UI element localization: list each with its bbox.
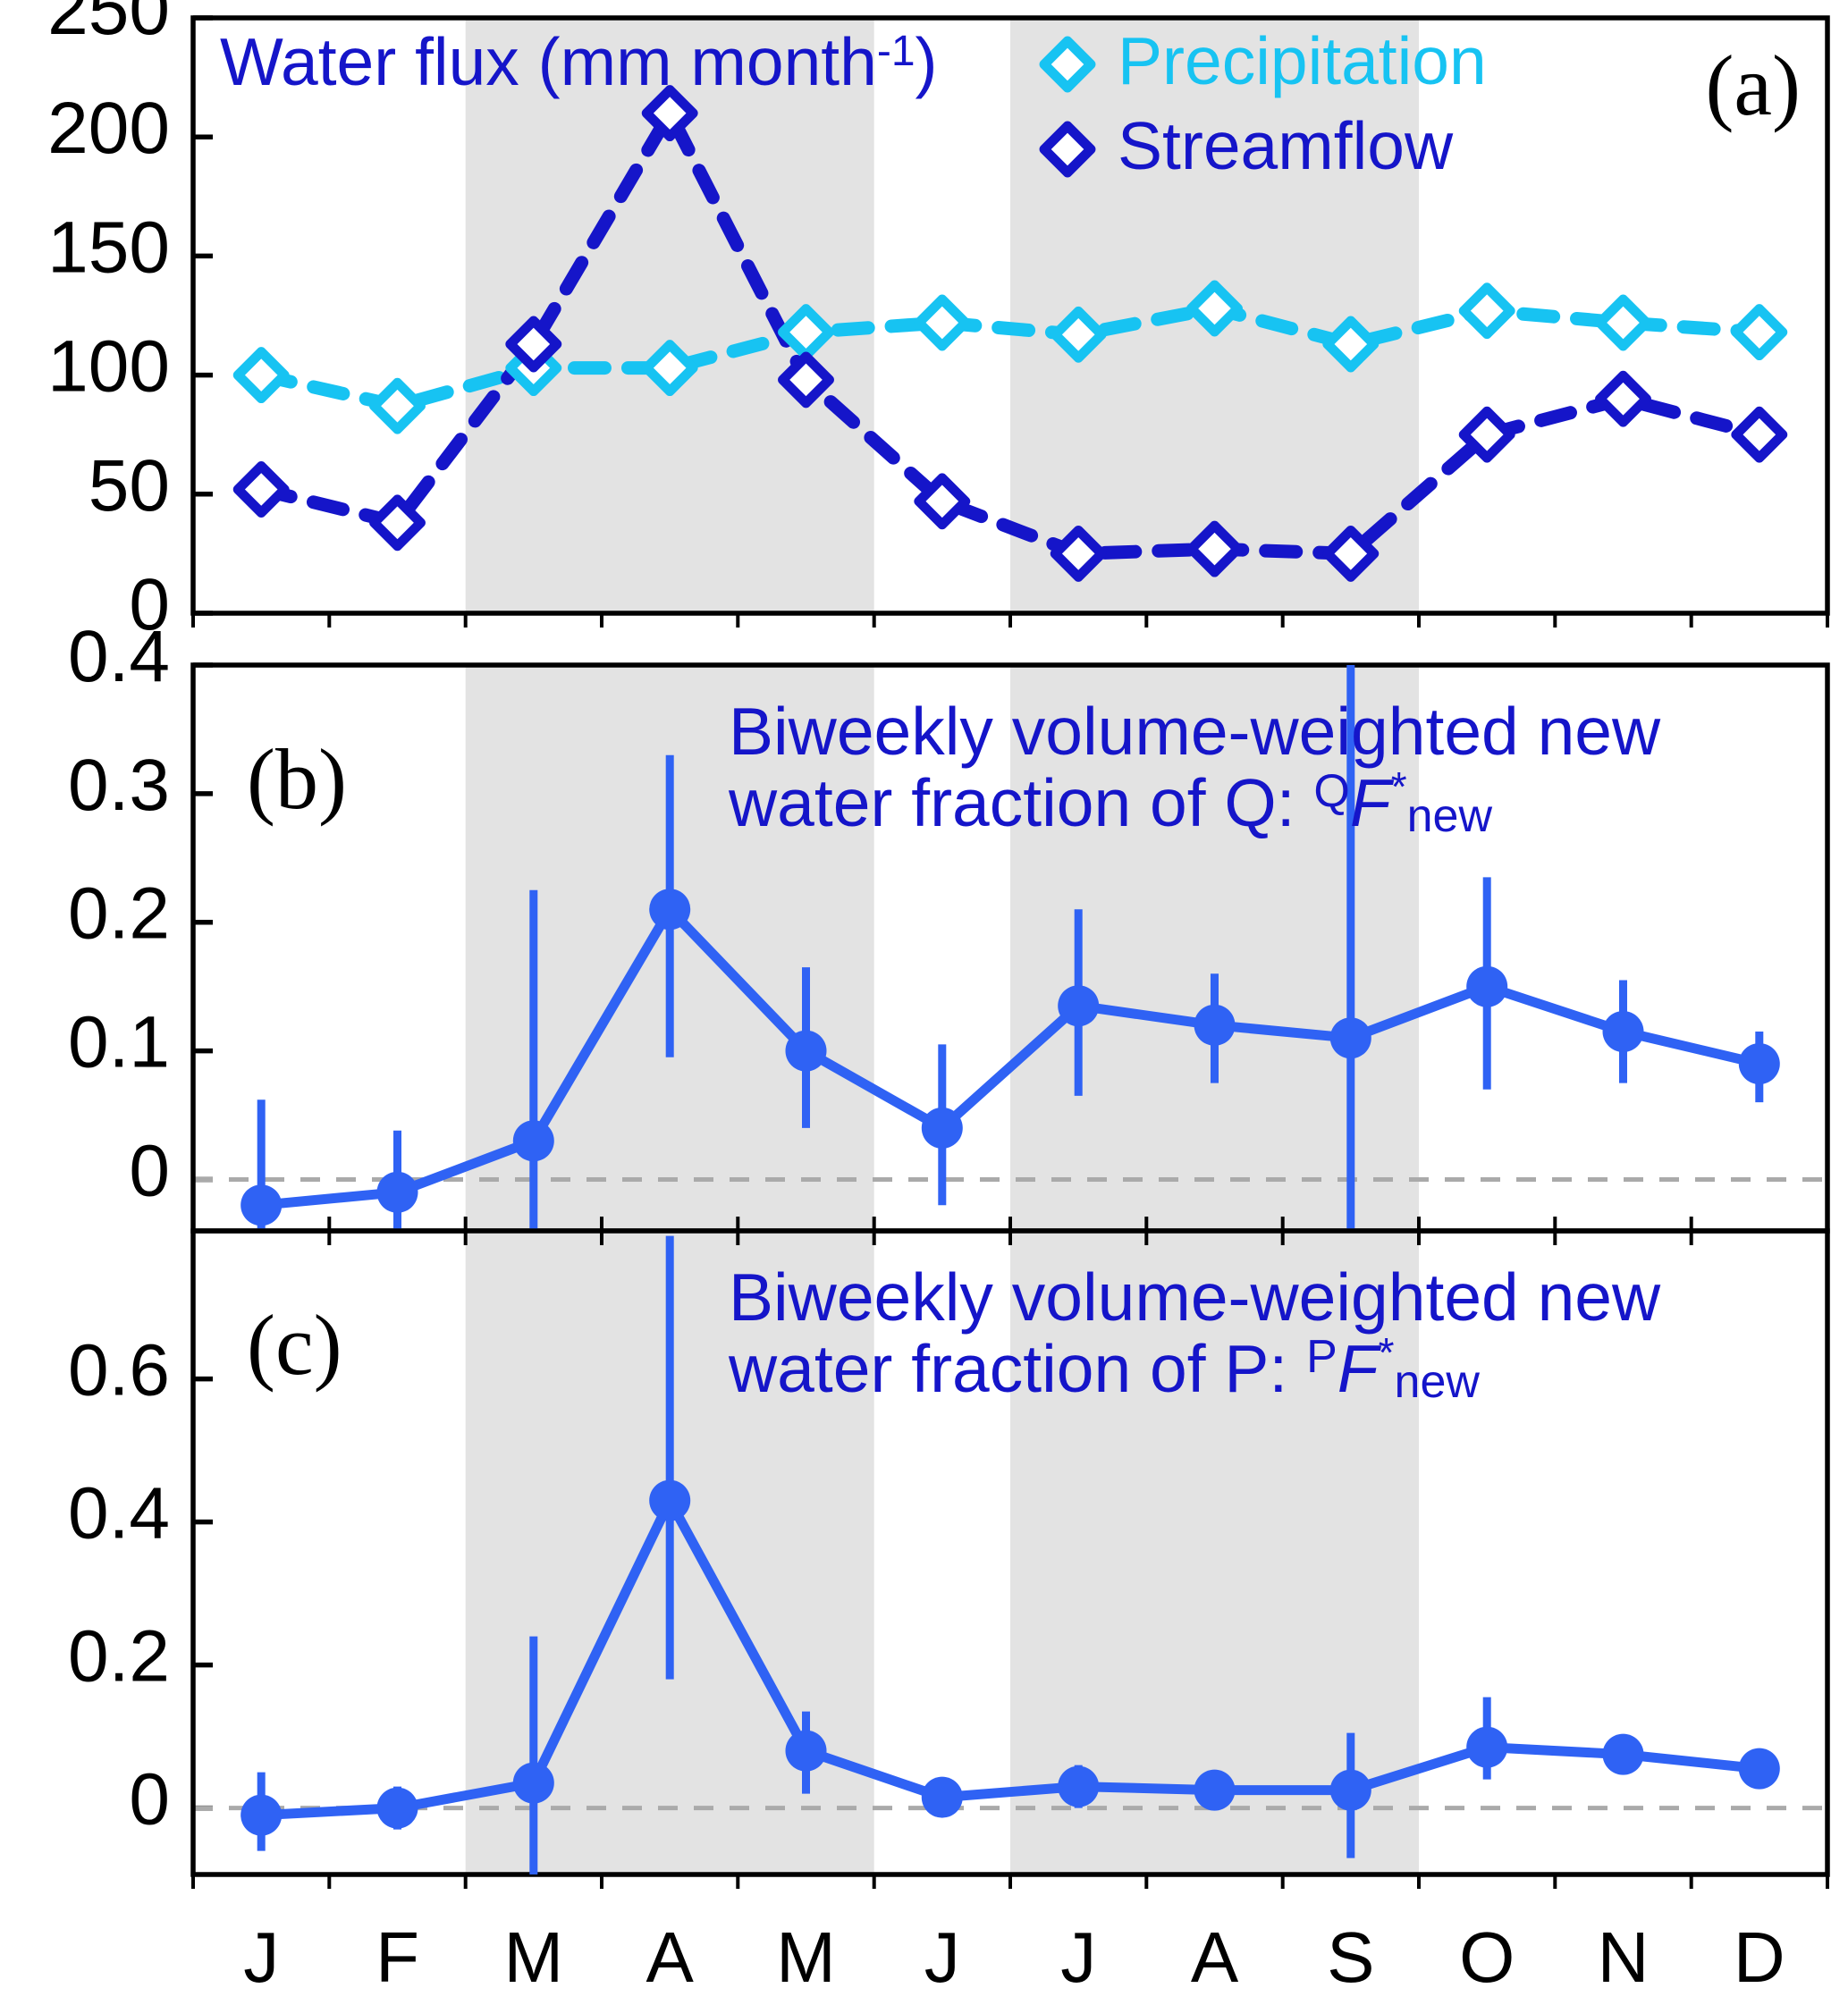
svg-text:150: 150: [47, 206, 170, 288]
svg-text:J: J: [243, 1917, 279, 1997]
svg-text:(b): (b): [247, 731, 347, 827]
svg-text:water fraction of P: PF*new: water fraction of P: PF*new: [728, 1329, 1480, 1408]
svg-text:Biweekly volume-weighted new: Biweekly volume-weighted new: [729, 694, 1661, 769]
svg-text:A: A: [646, 1917, 695, 1997]
svg-text:Streamflow: Streamflow: [1118, 108, 1454, 183]
svg-text:water fraction of Q: QF*new: water fraction of Q: QF*new: [728, 763, 1492, 842]
svg-text:0.2: 0.2: [68, 1616, 170, 1698]
svg-text:(a): (a): [1705, 38, 1801, 133]
svg-text:0.4: 0.4: [68, 1473, 170, 1554]
svg-text:J: J: [1060, 1917, 1096, 1997]
svg-text:0.6: 0.6: [68, 1330, 170, 1411]
svg-text:(c): (c): [247, 1297, 342, 1393]
svg-text:Water flux (mm month-1): Water flux (mm month-1): [220, 24, 938, 99]
svg-text:N: N: [1598, 1917, 1650, 1997]
svg-text:100: 100: [47, 326, 170, 408]
svg-text:F: F: [376, 1917, 419, 1997]
svg-text:0: 0: [129, 1759, 170, 1841]
svg-text:200: 200: [47, 88, 170, 169]
svg-text:S: S: [1327, 1917, 1374, 1997]
svg-text:M: M: [776, 1917, 836, 1997]
svg-text:Precipitation: Precipitation: [1118, 23, 1487, 98]
svg-text:50: 50: [89, 445, 170, 527]
svg-text:0.2: 0.2: [68, 873, 170, 955]
svg-text:J: J: [924, 1917, 960, 1997]
svg-text:O: O: [1459, 1917, 1515, 1997]
svg-text:0.1: 0.1: [68, 1002, 170, 1083]
svg-text:0.3: 0.3: [68, 745, 170, 826]
svg-text:A: A: [1191, 1917, 1239, 1997]
svg-text:0.4: 0.4: [68, 616, 170, 697]
svg-text:M: M: [503, 1917, 563, 1997]
svg-text:D: D: [1734, 1917, 1785, 1997]
svg-text:250: 250: [47, 0, 170, 50]
svg-text:Biweekly volume-weighted new: Biweekly volume-weighted new: [729, 1259, 1661, 1335]
svg-text:0: 0: [129, 1131, 170, 1212]
